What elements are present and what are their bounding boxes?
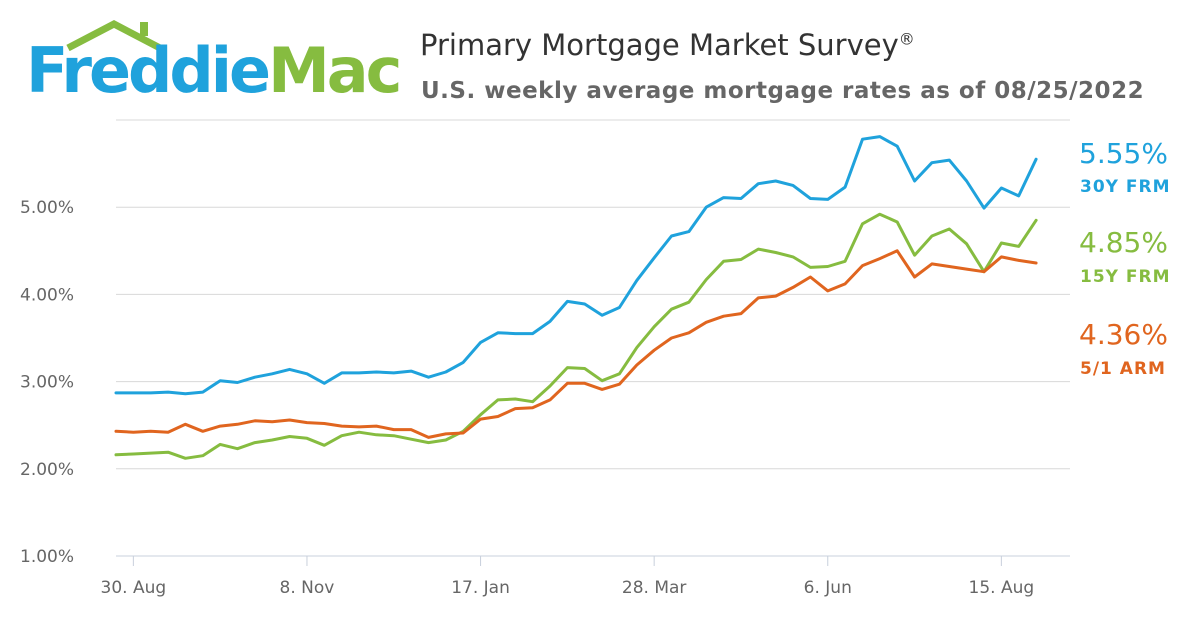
y-axis: 1.00% 2.00% 3.00% 4.00% 5.00%: [20, 198, 74, 567]
series-end-value: 4.85%: [1079, 226, 1168, 259]
series-end-value: 5.55%: [1079, 137, 1168, 170]
x-tick-label: 30. Aug: [101, 578, 167, 598]
grid-lines: [116, 119, 1070, 470]
series-end-value: 4.36%: [1079, 318, 1168, 351]
series-lines: [114, 135, 1038, 460]
logo-mac: Mac: [268, 34, 402, 107]
series-line-0: [114, 135, 1038, 396]
chart-title: Primary Mortgage Market Survey®: [420, 28, 915, 62]
chart-title-text: Primary Mortgage Market Survey: [420, 28, 899, 62]
x-tick-label: 28. Mar: [622, 578, 687, 598]
series-line-2: [114, 249, 1038, 439]
y-tick-label: 3.00%: [20, 373, 74, 393]
series-end-name: 15Y FRM: [1080, 267, 1171, 287]
series-end-labels: 5.55% 30Y FRM 4.85% 15Y FRM 4.36% 5/1 ARM: [1079, 137, 1171, 379]
x-tick-label: 8. Nov: [280, 578, 335, 598]
house-roof-icon: [66, 20, 162, 52]
x-axis: 30. Aug 8. Nov 17. Jan 28. Mar 6. Jun 15. Aug: [101, 555, 1070, 598]
chart-subtitle: U.S. weekly average mortgage rates as of…: [421, 78, 1145, 104]
logo-freddie: Freddie: [26, 34, 271, 107]
x-tick-label: 6. Jun: [804, 578, 852, 598]
y-tick-label: 4.00%: [20, 285, 74, 305]
x-tick-label: 15. Aug: [969, 578, 1035, 598]
series-end-name: 30Y FRM: [1080, 177, 1171, 197]
logo-wordmark: FreddieMac: [26, 40, 402, 102]
y-tick-label: 1.00%: [20, 547, 74, 567]
y-tick-label: 5.00%: [20, 198, 74, 218]
freddie-mac-logo: FreddieMac: [26, 18, 402, 108]
registered-mark: ®: [898, 29, 915, 49]
x-tick-label: 17. Jan: [451, 578, 510, 598]
series-end-name: 5/1 ARM: [1080, 359, 1166, 379]
y-tick-label: 2.00%: [20, 460, 74, 480]
series-line-1: [114, 212, 1038, 460]
